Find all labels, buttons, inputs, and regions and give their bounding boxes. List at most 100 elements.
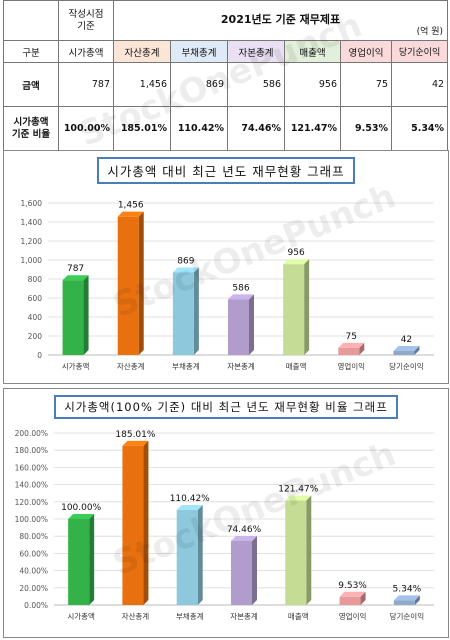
bar — [62, 275, 89, 355]
y-tick-label: 200.00% — [15, 429, 48, 438]
x-tick-label: 부채총계 — [172, 361, 200, 371]
bar-side — [197, 505, 203, 605]
data-label: 121.47% — [278, 485, 318, 495]
bar-front — [62, 280, 84, 355]
y-tick-label: 160.00% — [15, 463, 48, 472]
bar — [393, 595, 420, 605]
ratio-cell: 185.01% — [113, 106, 171, 151]
bar-side — [143, 440, 149, 605]
amount-cell: 75 — [340, 62, 392, 107]
data-label: 956 — [288, 248, 305, 258]
bar-top — [338, 342, 365, 348]
y-tick-label: 60.00% — [19, 549, 48, 558]
y-tick-label: 400 — [28, 313, 43, 322]
ratio-cell: 74.46% — [227, 106, 285, 151]
bar-top — [393, 595, 420, 601]
header-label: 구분 — [3, 40, 59, 63]
basis-label: 작성시점 기준 — [58, 0, 114, 41]
col-header: 자산총계 — [113, 40, 171, 63]
bar-side — [252, 535, 257, 605]
col-header: 시가총액 — [58, 40, 114, 63]
ratio-bar-chart: 0.00% 20.00% 40.00% 60.00% 80.00% 100.00% 120.… — [15, 429, 434, 621]
y-tick-label: 40.00% — [19, 567, 48, 576]
y-tick-label: 80.00% — [19, 532, 48, 541]
bar-top — [62, 275, 89, 281]
y-tick-label: 20.00% — [19, 584, 48, 593]
bar-side — [360, 591, 366, 605]
bar-side — [89, 514, 95, 605]
bar-top — [339, 591, 366, 597]
bar — [285, 495, 312, 605]
y-tick-label: 1,200 — [21, 237, 43, 246]
y-tick-label: 140.00% — [15, 481, 48, 490]
ratio-cell: 100.00% — [58, 106, 114, 151]
x-tick-label: 당기순이익 — [390, 611, 425, 621]
chart-title: 시가총액 대비 최근 년도 재무현황 그래프 — [97, 157, 355, 184]
bar-front — [285, 500, 307, 605]
bar-front — [393, 600, 415, 605]
amount-cell: 42 — [390, 62, 449, 107]
bar — [172, 267, 199, 355]
x-tick-label: 매출액 — [286, 361, 307, 371]
x-tick-label: 당기순이익 — [389, 361, 424, 371]
ratio-cell: 5.34% — [390, 106, 449, 151]
bar-top — [231, 535, 257, 541]
y-tick-label: 0 — [37, 351, 42, 360]
table-title: 2021년도 기준 재무제표 — [220, 13, 341, 26]
bar-top — [117, 211, 144, 217]
col-header: 영업이익 — [340, 40, 392, 63]
data-label: 9.53% — [338, 581, 367, 591]
bar-side — [414, 346, 420, 355]
ratio-cell: 121.47% — [284, 106, 341, 151]
bar-front — [338, 347, 360, 355]
x-tick-label: 자본총계 — [227, 361, 255, 371]
chart-panel-amount: 시가총액 대비 최근 년도 재무현황 그래프 0 200 400 600 800 1,00… — [3, 150, 449, 384]
ratio-cell: 9.53% — [340, 106, 392, 151]
bar-front — [117, 216, 139, 355]
chart-title-wrap: 시가총액(100% 기준) 대비 최근 년도 재무현황 비율 그래프 — [4, 395, 448, 419]
chart-title: 시가총액(100% 기준) 대비 최근 년도 재무현황 비율 그래프 — [54, 395, 398, 419]
y-tick-label: 120.00% — [15, 498, 48, 507]
bar-top — [172, 267, 199, 273]
col-header: 매출액 — [284, 40, 341, 63]
data-label: 586 — [232, 283, 249, 293]
data-label: 869 — [177, 256, 194, 266]
y-tick-label: 0.00% — [24, 601, 48, 610]
x-tick-label: 매출액 — [288, 611, 309, 621]
bar-side — [83, 275, 89, 355]
bar — [339, 591, 366, 605]
bar-front — [68, 519, 90, 605]
bar — [393, 346, 420, 355]
y-tick-label: 200 — [28, 332, 43, 341]
unit-label: (억 원) — [416, 27, 444, 37]
bar-front — [339, 596, 361, 605]
bar — [228, 294, 254, 355]
bar-front — [122, 445, 144, 605]
amount-cell: 869 — [170, 62, 228, 107]
bar — [176, 505, 203, 605]
data-label: 42 — [401, 335, 412, 345]
col-header: 자본총계 — [227, 40, 285, 63]
bar-top — [393, 346, 420, 352]
y-tick-label: 1,400 — [21, 218, 43, 227]
x-tick-label: 영업이익 — [339, 611, 367, 621]
x-tick-label: 자본총계 — [230, 611, 258, 621]
x-tick-label: 시가총액 — [62, 361, 90, 371]
bar-side — [249, 294, 254, 355]
bar-top — [283, 259, 310, 265]
y-tick-label: 1,000 — [21, 256, 43, 265]
amount-label: 금액 — [3, 62, 59, 107]
bar-front — [231, 540, 252, 605]
y-tick-label: 1,600 — [21, 199, 43, 208]
data-label: 100.00% — [61, 503, 101, 513]
bar — [122, 440, 149, 605]
bar-side — [193, 267, 199, 355]
bar-front — [172, 272, 194, 355]
bar-top — [68, 514, 95, 519]
data-label: 75 — [346, 332, 357, 342]
amount-cell: 787 — [58, 62, 114, 107]
amount-cell: 586 — [227, 62, 285, 107]
bar-top — [228, 294, 254, 300]
col-header: 당기순이익 — [390, 40, 449, 63]
ratio-label: 시가총액 기준 비율 — [3, 106, 59, 151]
